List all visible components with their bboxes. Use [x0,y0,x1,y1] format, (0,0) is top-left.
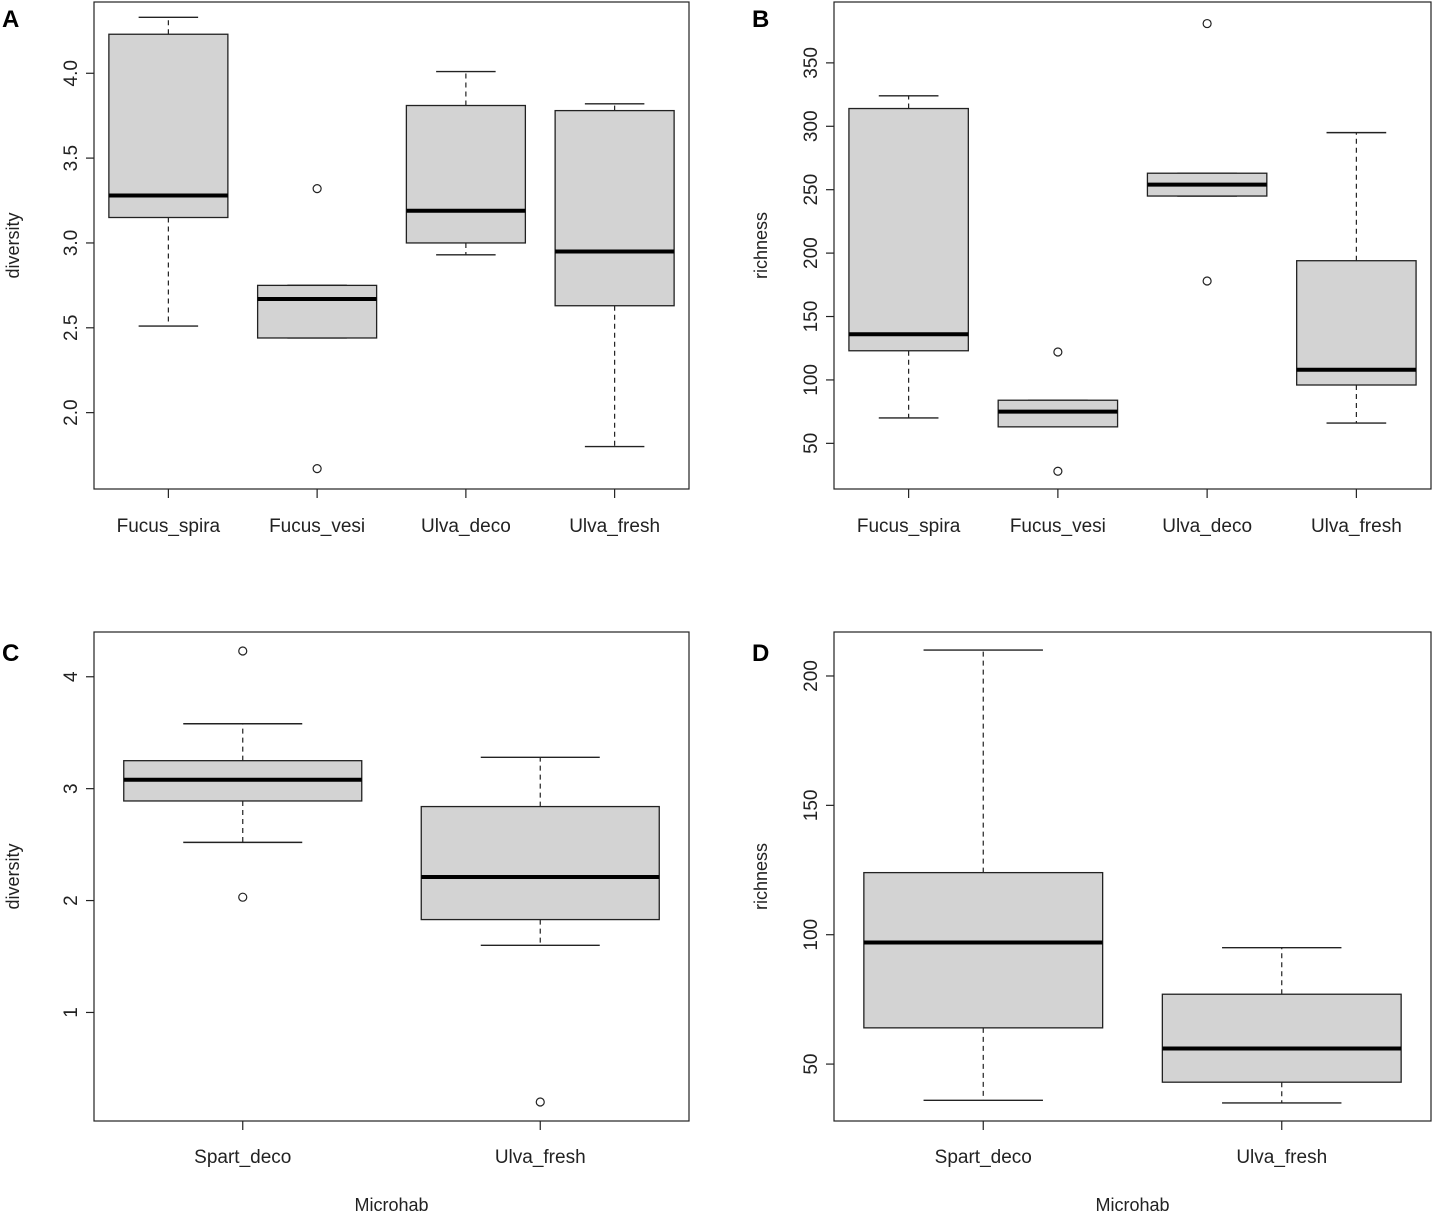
box-ulva-fresh: Ulva_fresh [1296,131,1417,537]
y-tick-label: 150 [801,301,822,333]
panel-letter: A [2,6,19,33]
box-ulva-fresh: Ulva_fresh [1161,946,1402,1168]
y-tick-label: 1 [61,1007,82,1018]
y-tick-label: 100 [801,919,822,951]
iqr-box [848,107,969,352]
panel-letter: B [752,6,769,33]
iqr-box [1161,993,1402,1083]
category-label: Fucus_vesi [269,516,365,537]
category-label: Ulva_fresh [495,1147,586,1168]
y-tick-label: 250 [801,174,822,206]
y-axis-title: richness [751,212,771,279]
outlier-point [238,646,248,656]
plot-frame [93,1,690,490]
y-tick-label: 50 [801,1054,822,1075]
iqr-box [1296,260,1417,386]
outlier-point [312,184,322,194]
box-fucus-vesi: Fucus_vesi [256,184,378,537]
y-tick-label: 200 [801,237,822,269]
y-tick-label: 4 [61,671,82,682]
outlier-point [1053,466,1063,476]
outlier-point [1053,347,1063,357]
iqr-box [256,284,378,339]
category-label: Spart_deco [935,1147,1032,1168]
category-label: Ulva_fresh [569,516,660,537]
iqr-box [554,109,675,307]
outlier-point [312,464,322,474]
y-tick-label: 150 [801,789,822,821]
y-tick-label: 2.5 [61,315,82,341]
category-label: Ulva_fresh [1236,1147,1327,1168]
box-spart-deco: Spart_deco [123,646,363,1168]
outlier-point [535,1097,545,1107]
box-ulva-fresh: Ulva_fresh [420,756,660,1168]
box-ulva-deco: Ulva_deco [1146,18,1268,537]
y-tick-label: 3.5 [61,145,82,171]
category-label: Fucus_spira [857,516,961,537]
category-label: Fucus_vesi [1010,516,1106,537]
y-tick-label: 2 [61,895,82,906]
y-tick-label: 350 [801,47,822,79]
y-tick-label: 3 [61,783,82,794]
box-fucus-vesi: Fucus_vesi [997,347,1119,537]
y-axis-title: diversity [3,843,23,909]
x-axis-title: Microhab [1095,1195,1169,1213]
box-spart-deco: Spart_deco [863,649,1104,1168]
category-label: Ulva_deco [421,516,511,537]
category-label: Ulva_fresh [1311,516,1402,537]
y-axis-title: richness [751,843,771,910]
plot-frame [93,631,690,1122]
y-tick-label: 300 [801,110,822,142]
box-fucus-spira: Fucus_spira [848,95,969,537]
box-ulva-fresh: Ulva_fresh [554,103,675,537]
panel-b: B 50 100 150 200 250 300 350 richness Fucus_spira… [751,1,1432,537]
y-tick-label: 200 [801,660,822,692]
outlier-point [1202,276,1212,286]
category-label: Fucus_spira [117,516,221,537]
panel-a: A 2.0 2.5 3.0 3.5 4.0 diversity Fucus_spira Fucu… [2,1,690,537]
panel-letter: D [752,640,769,667]
y-axis-title: diversity [3,212,23,278]
iqr-box [108,33,229,219]
category-label: Ulva_deco [1162,516,1252,537]
y-tick-label: 50 [801,433,822,454]
y-tick-label: 2.0 [61,399,82,425]
y-tick-label: 4.0 [61,60,82,86]
iqr-box [420,805,660,921]
box-fucus-spira: Fucus_spira [108,16,229,537]
plot-frame [833,631,1432,1122]
y-tick-label: 3.0 [61,230,82,256]
panel-letter: C [2,640,19,667]
category-label: Spart_deco [194,1147,291,1168]
outlier-point [238,892,248,902]
iqr-box [863,871,1104,1029]
panel-d: D 50 100 150 200 richness Microhab Spart_deco Ul… [751,631,1432,1213]
panel-c: C 1 2 3 4 diversity Microhab Spart_deco Ulva_fre… [2,631,690,1213]
y-tick-label: 100 [801,364,822,396]
plot-frame [833,1,1432,490]
iqr-box [405,104,527,244]
box-ulva-deco: Ulva_deco [405,70,527,537]
outlier-point [1202,18,1212,29]
x-axis-title: Microhab [354,1195,428,1213]
